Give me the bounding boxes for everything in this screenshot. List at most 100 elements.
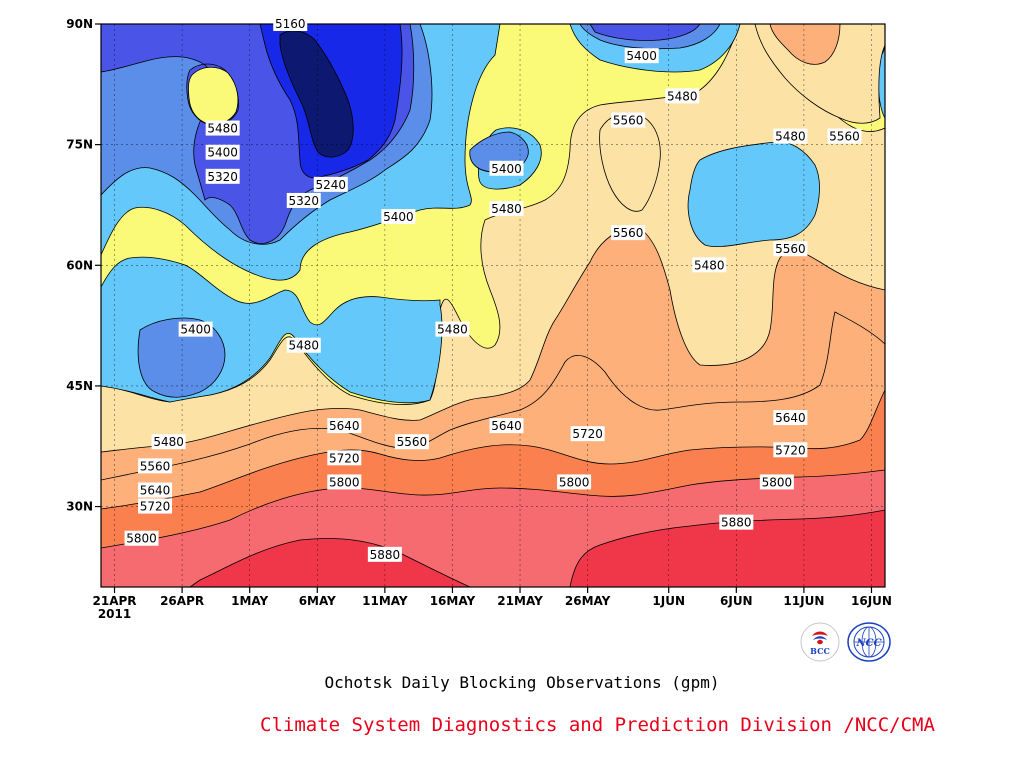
x-tick-label: 21APR (93, 594, 137, 608)
contour-label-bg (286, 192, 321, 208)
contour-label-text: 5400 (180, 323, 211, 337)
contour-label-bg (827, 128, 862, 144)
contour-label-text: 5880 (721, 516, 752, 530)
contour-label: 5800 (557, 474, 592, 490)
contour-label-text: 5400 (491, 162, 522, 176)
x-tick-label: 11JUN (783, 594, 824, 608)
x-axis: 21APR 26APR 1MAY 6MAY 11MAY 16MAY 21MAY 26MAY 1J… (93, 587, 892, 621)
x-tick-label: 1MAY (231, 594, 268, 608)
contour-label: 5560 (611, 225, 646, 241)
contour-label-bg (570, 426, 605, 442)
bcc-logo: BCC (800, 622, 840, 662)
contour-label: 5480 (692, 257, 727, 273)
contour-label: 5400 (205, 144, 240, 160)
contour-label-text: 5560 (397, 435, 428, 449)
contour-label-bg (367, 546, 402, 562)
contour-label-text: 5480 (775, 130, 806, 144)
contour-label-bg (773, 128, 808, 144)
contour-label: 5160 (273, 16, 308, 31)
x-tick-label: 26APR (160, 594, 204, 608)
contour-label-text: 5240 (316, 178, 347, 192)
x-tick-label: 6JUN (720, 594, 753, 608)
contour-label-bg (327, 450, 362, 466)
contour-label-text: 5720 (140, 500, 171, 514)
x-tick-label: 11MAY (362, 594, 408, 608)
contour-label: 5480 (435, 321, 470, 337)
contour-label-text: 5720 (329, 451, 360, 465)
y-tick-label: 45N (66, 379, 93, 393)
contour-label-bg (692, 257, 727, 273)
ncc-logo: NCC (846, 622, 891, 662)
x-tick-label: 6MAY (299, 594, 336, 608)
contour-label-bg (138, 498, 173, 514)
chart-title: Ochotsk Daily Blocking Observations (gpm… (324, 673, 720, 692)
svg-text:BCC: BCC (810, 646, 830, 656)
contour-label: 5800 (124, 530, 159, 546)
contour-label-text: 5800 (762, 475, 793, 489)
contour-label: 5720 (773, 442, 808, 458)
band-north-5640 (769, 24, 841, 65)
contour-label-text: 5480 (694, 258, 725, 272)
contour-label-bg (138, 482, 173, 498)
contour-label: 5320 (286, 192, 321, 208)
x-tick-label: 26MAY (565, 594, 611, 608)
contour-label-text: 5160 (275, 17, 306, 31)
y-axis: 30N 45N 60N 75N 90N (66, 17, 101, 514)
contour-label-text: 5320 (288, 194, 319, 208)
y-tick-label: 75N (66, 138, 93, 152)
contour-label: 5560 (138, 458, 173, 474)
contour-label-bg (489, 200, 524, 216)
contour-label-bg (205, 168, 240, 184)
x-tick-label: 16JUN (851, 594, 892, 608)
y-tick-label: 60N (66, 258, 93, 272)
contour-label: 5640 (327, 418, 362, 434)
contour-label-bg (273, 16, 308, 31)
contour-label-text: 5400 (383, 210, 414, 224)
contour-label: 5480 (665, 88, 700, 104)
contour-label-text: 5720 (775, 443, 806, 457)
contour-label-text: 5480 (288, 339, 319, 353)
contour-label-bg (611, 225, 646, 241)
credit-text: Climate System Diagnostics and Predictio… (260, 714, 935, 736)
contour-label-text: 5480 (437, 323, 468, 337)
contour-label-bg (624, 48, 659, 64)
contour-label-bg (178, 321, 213, 337)
contour-label-text: 5720 (572, 427, 603, 441)
contour-label: 5560 (827, 128, 862, 144)
contour-label: 5480 (205, 120, 240, 136)
contour-label: 5400 (381, 209, 416, 225)
contour-label-bg (719, 514, 754, 530)
contour-label-bg (773, 241, 808, 257)
contour-label-text: 5560 (613, 226, 644, 240)
island-5480-north (188, 66, 239, 125)
contour-label: 5560 (773, 241, 808, 257)
contour-label-text: 5480 (667, 89, 698, 103)
contour-label-bg (327, 474, 362, 490)
svg-text:NCC: NCC (855, 638, 881, 649)
contour-label-bg (611, 112, 646, 128)
contour-label-bg (313, 176, 348, 192)
y-tick-label: 30N (66, 500, 93, 514)
contour-labels: 5160 5240 5320 5400 5480 5400 5320 5400 5480 5480… (124, 16, 862, 562)
contour-label-text: 5560 (613, 114, 644, 128)
contour-label-text: 5800 (559, 475, 590, 489)
contour-label: 5400 (178, 321, 213, 337)
contour-label-text: 5560 (829, 130, 860, 144)
contour-label: 5400 (489, 160, 524, 176)
y-tick-label: 90N (66, 17, 93, 31)
contour-label: 5880 (719, 514, 754, 530)
contour-label-text: 5800 (329, 475, 360, 489)
contour-label-text: 5640 (491, 419, 522, 433)
contour-label: 5720 (327, 450, 362, 466)
contour-label: 5640 (773, 410, 808, 426)
contour-label-text: 5400 (207, 146, 238, 160)
contour-label-bg (381, 209, 416, 225)
contour-label-text: 5640 (329, 419, 360, 433)
contour-label: 5640 (489, 418, 524, 434)
band-below-5160 (279, 30, 354, 158)
contour-fills (101, 24, 885, 587)
x-tick-label: 1JUN (652, 594, 685, 608)
contour-label-text: 5640 (775, 411, 806, 425)
contour-label: 5800 (327, 474, 362, 490)
